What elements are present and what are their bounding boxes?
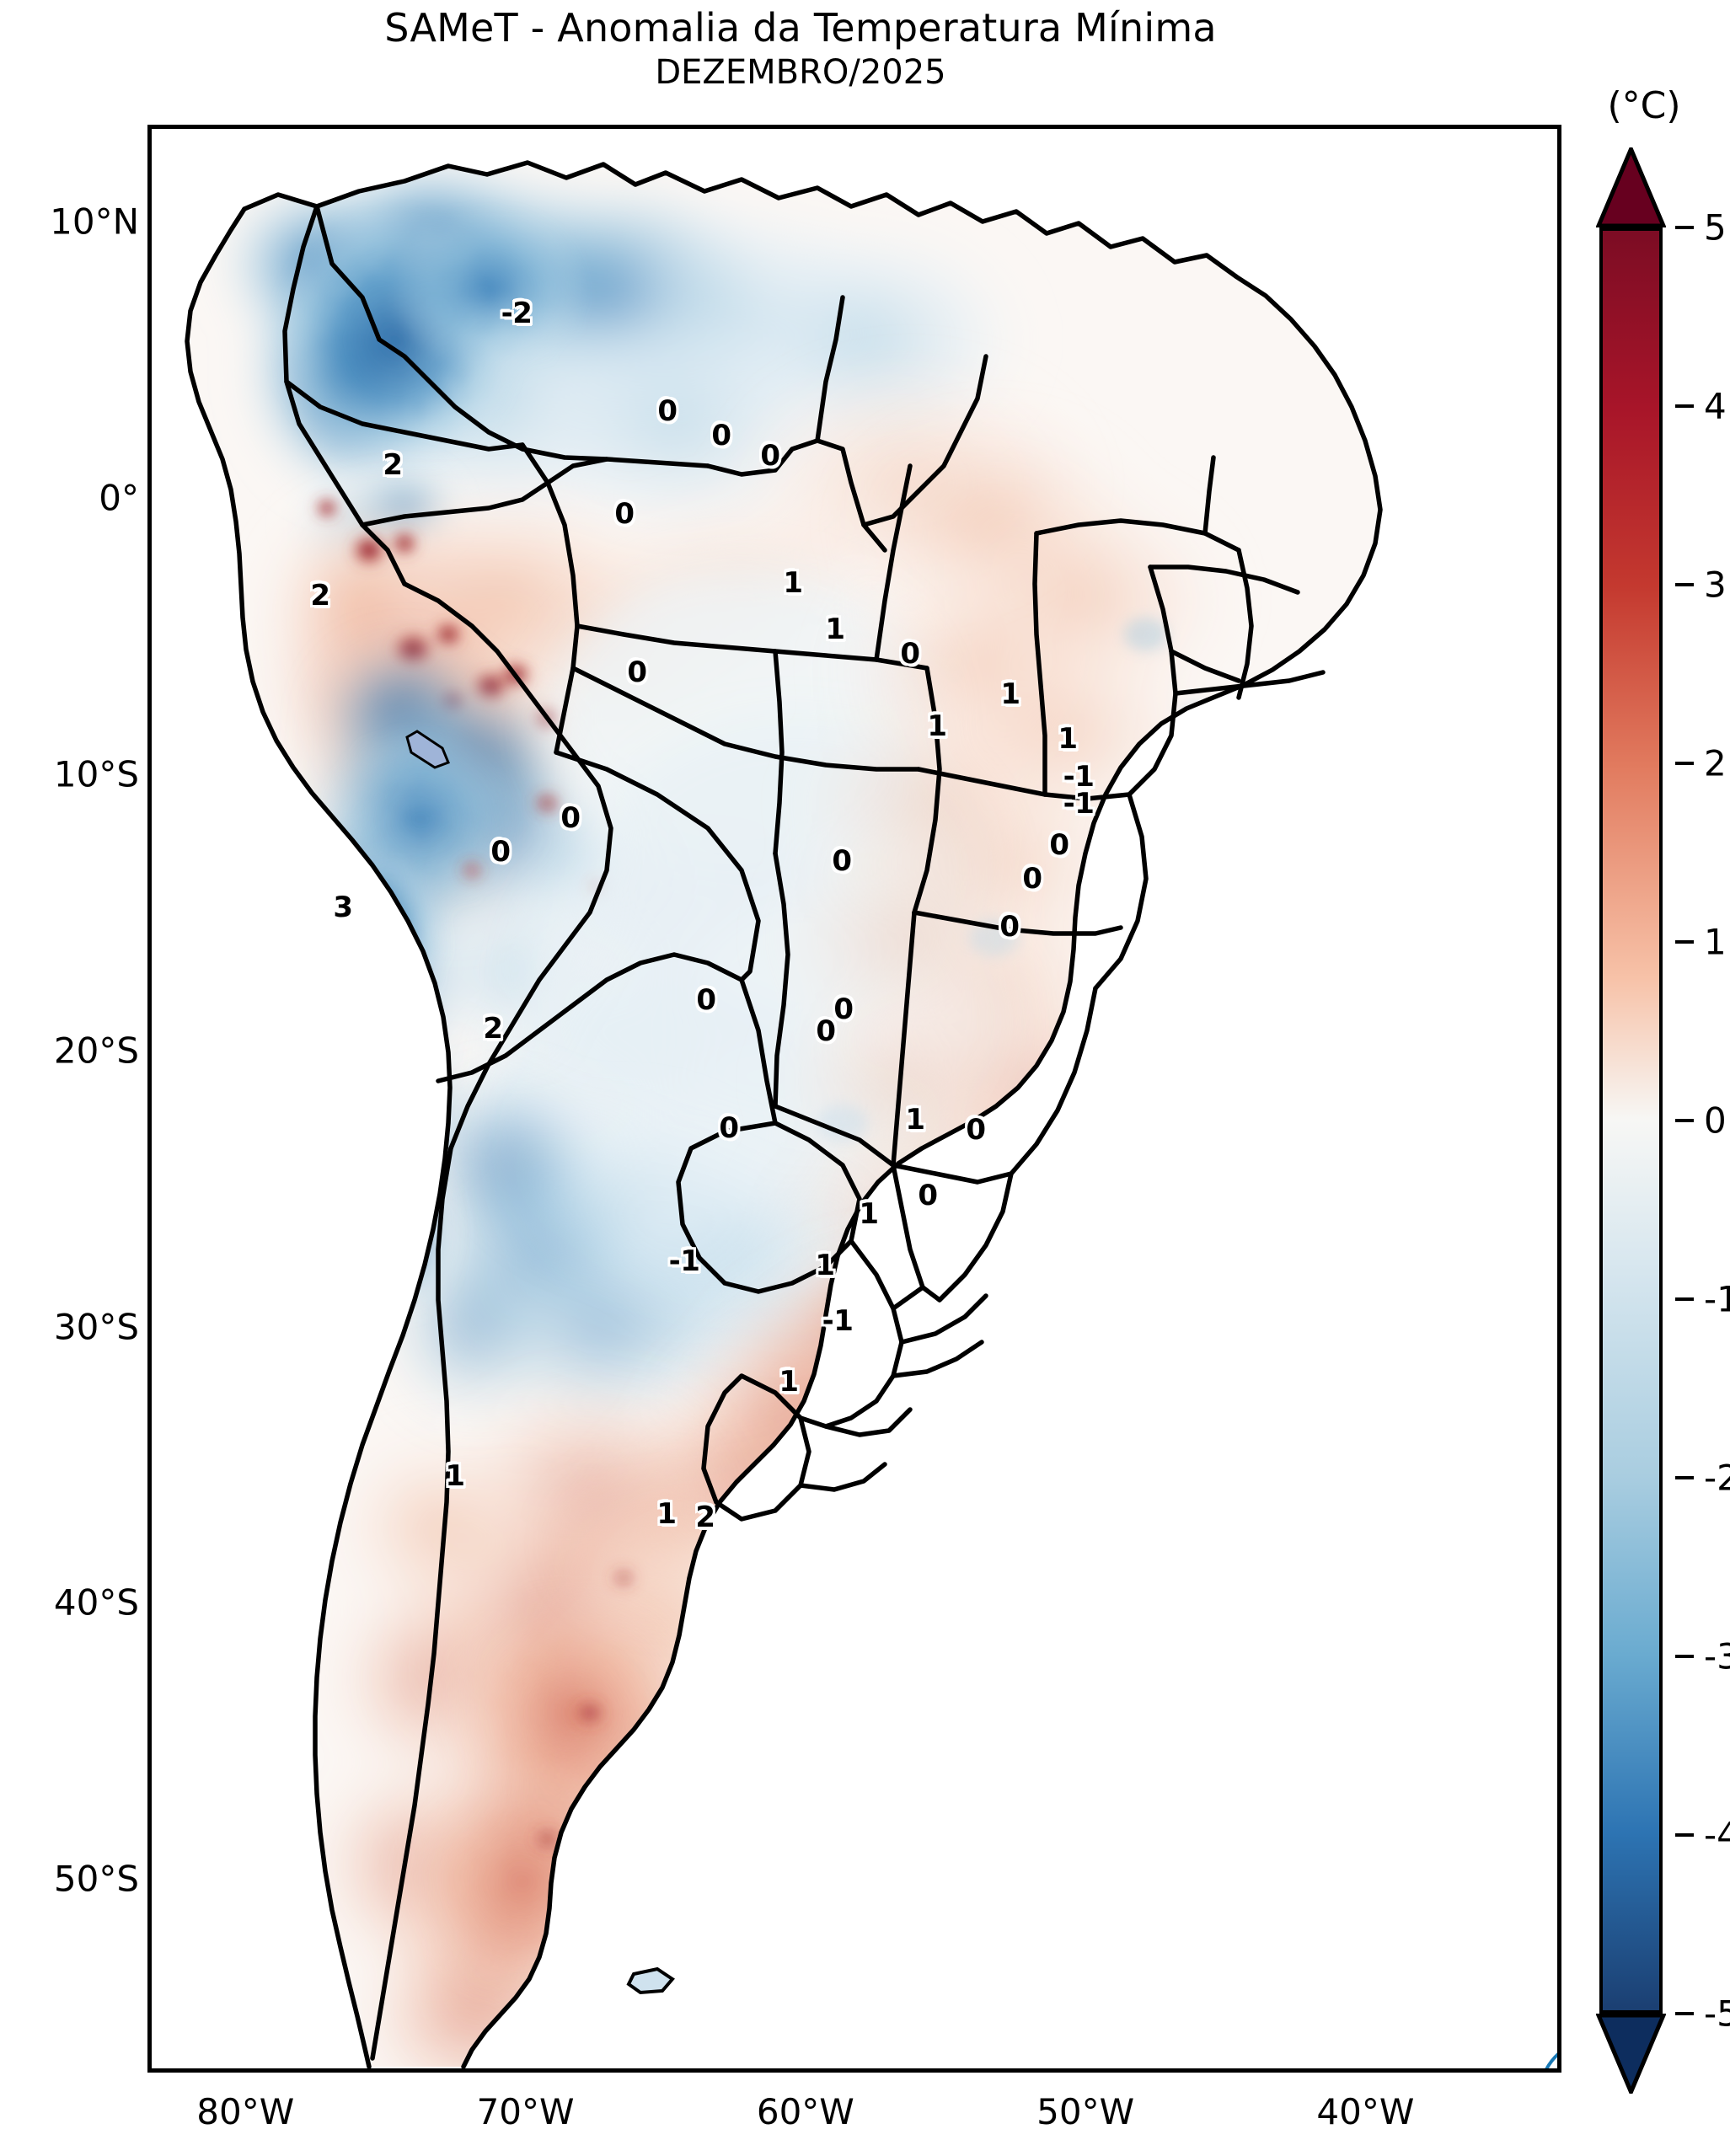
colorbar-tick-label: 0 [1704,1099,1727,1142]
contour-label: 2 [695,1501,715,1535]
contour-label: 0 [1022,862,1042,896]
colorbar-tick-mark [1675,2012,1694,2015]
colorbar-tick-mark [1675,404,1694,408]
contour-label: 1 [815,1248,835,1282]
contour-label: 0 [760,439,780,473]
contour-label: -1 [1063,787,1095,821]
contour-label: 0 [966,1112,986,1147]
contour-label: -2 [501,297,533,331]
contour-label: 1 [1000,677,1020,711]
country-borders [185,160,1383,2068]
contour-label: 2 [383,448,403,482]
contour-label: -1 [822,1303,854,1338]
contour-label: 0 [833,992,854,1027]
map-plot-frame: -2 2 0 0 0 0 2 1 1 0 0 1 1 1 -1 -1 0 0 0 0 0 0 3 2 0 0 0 0 1 0 0 1 1 -1 -1… [147,125,1561,2073]
lon-tick-label: 40°W [1316,2091,1415,2132]
lat-tick-label: 10°S [53,753,139,795]
contour-label: -1 [668,1244,700,1279]
lake-titicaca [405,730,450,769]
colorbar-tick-mark [1675,1833,1694,1837]
contour-label: 0 [560,800,581,835]
contour-label: 1 [779,1365,799,1399]
colorbar-tick-label: 2 [1704,742,1727,784]
contour-label: 1 [445,1459,465,1494]
colorbar-min-extend-arrow [1596,2014,1666,2094]
page-title: SAMeT - Anomalia da Temperatura Mínima [384,5,1217,51]
contour-label: 0 [696,983,716,1018]
chart-title-block: SAMeT - Anomalia da Temperatura Mínima D… [0,5,1601,93]
colorbar-tick-label: -2 [1704,1457,1730,1499]
lon-tick-label: 60°W [756,2091,854,2132]
contour-label: 1 [859,1196,879,1231]
colorbar-tick-mark [1675,1297,1694,1301]
south-america-anomaly-map [185,160,1383,2068]
colorbar-tick-label: -1 [1704,1278,1730,1320]
colorbar-tick-mark [1675,226,1694,229]
contour-label: 1 [905,1102,925,1137]
contour-label: 1 [825,612,845,646]
contour-label: 0 [918,1179,938,1213]
contour-label: 1 [1058,722,1078,757]
colorbar-tick-mark [1675,1655,1694,1658]
falkland-islands [626,1966,675,1995]
anomaly-field [187,163,1380,2067]
lon-tick-label: 70°W [476,2091,575,2132]
contour-label: 1 [927,709,947,744]
colorbar-tick-mark [1675,583,1694,586]
contour-label: 3 [333,890,353,924]
contour-label: 0 [1049,828,1069,863]
colorbar: (°C) 5 4 3 2 1 0 -1 -2 -3 -4 -5 [1591,84,1730,2106]
lat-tick-label: 10°N [50,201,139,243]
page-subtitle: DEZEMBRO/2025 [655,52,946,92]
contour-label: 0 [999,909,1020,944]
colorbar-unit-label: (°C) [1607,84,1681,127]
contour-label: 0 [832,843,852,878]
contour-label: 2 [310,579,330,613]
colorbar-tick-label: 5 [1704,206,1727,249]
colorbar-tick-mark [1675,1476,1694,1479]
contour-label: 0 [816,1014,836,1049]
lat-tick-label: 20°S [53,1030,139,1072]
colorbar-tick-mark [1675,762,1694,765]
contour-label: 0 [490,834,511,869]
lon-tick-label: 50°W [1036,2091,1135,2132]
contour-label: 2 [483,1012,503,1046]
colorbar-tick-label: 4 [1704,385,1727,427]
colorbar-tick-mark [1675,940,1694,944]
contour-label: 0 [900,637,920,671]
lat-tick-label: 50°S [53,1858,139,1900]
contour-label: 0 [719,1111,739,1146]
colorbar-tick-label: -3 [1704,1635,1730,1677]
colorbar-tick-label: 1 [1704,921,1727,963]
lon-tick-label: 80°W [196,2091,295,2132]
contour-label: 0 [614,497,635,532]
colorbar-body: 5 4 3 2 1 0 -1 -2 -3 -4 -5 [1596,147,1730,2094]
contour-label: 1 [783,565,803,600]
colorbar-tick-label: -5 [1704,1993,1730,2035]
colorbar-gradient [1599,227,1663,2014]
lat-tick-label: 30°S [53,1306,139,1348]
contour-label: 1 [656,1496,677,1531]
colorbar-tick-mark [1675,1119,1694,1122]
contour-label: 0 [657,393,678,428]
contour-label: -1 [1063,759,1095,794]
lat-tick-label: 40°S [53,1581,139,1624]
inpe-logo: INPE [1524,2023,1557,2068]
contour-label: 0 [711,418,731,452]
contour-label: 0 [627,655,647,689]
colorbar-tick-label: -4 [1704,1814,1730,1856]
lat-tick-label: 0° [99,477,139,519]
colorbar-tick-label: 3 [1704,564,1727,606]
colorbar-max-extend-arrow [1596,147,1666,227]
